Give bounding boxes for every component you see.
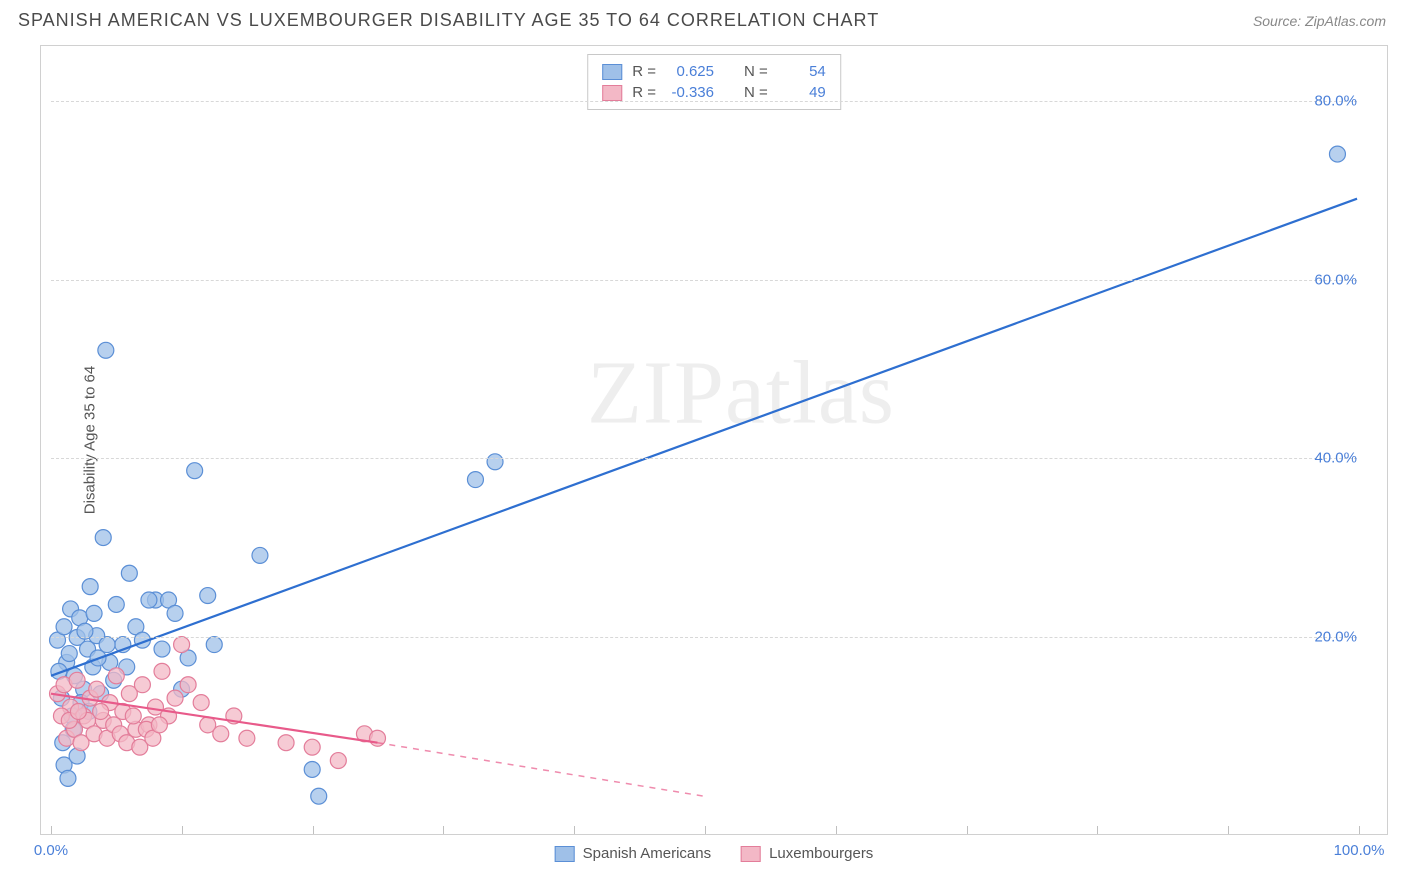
legend-item-series1: Spanish Americans — [555, 845, 711, 862]
data-point — [154, 641, 170, 657]
x-tick-label: 0.0% — [34, 842, 68, 859]
swatch-series2 — [602, 85, 622, 101]
y-tick-label: 80.0% — [1314, 92, 1357, 109]
series-legend: Spanish Americans Luxembourgers — [555, 845, 874, 862]
data-point — [487, 454, 503, 470]
r-label: R = — [632, 84, 656, 101]
data-point — [213, 726, 229, 742]
gridline — [51, 101, 1357, 102]
data-point — [304, 761, 320, 777]
data-point — [151, 717, 167, 733]
data-point — [82, 579, 98, 595]
x-tick — [1228, 826, 1229, 834]
legend-label-series1: Spanish Americans — [583, 845, 711, 862]
data-point — [167, 690, 183, 706]
n-label: N = — [744, 63, 768, 80]
data-point — [174, 637, 190, 653]
data-point — [467, 472, 483, 488]
r-value-series2: -0.336 — [666, 84, 714, 101]
data-point — [1329, 146, 1345, 162]
data-point — [56, 619, 72, 635]
data-point — [108, 596, 124, 612]
x-tick — [313, 826, 314, 834]
legend-item-series2: Luxembourgers — [741, 845, 873, 862]
data-point — [60, 770, 76, 786]
plot-svg — [41, 46, 1387, 834]
data-point — [86, 605, 102, 621]
data-point — [278, 735, 294, 751]
data-point — [99, 637, 115, 653]
data-point — [180, 677, 196, 693]
r-value-series1: 0.625 — [666, 63, 714, 80]
x-tick — [574, 826, 575, 834]
y-tick-label: 60.0% — [1314, 271, 1357, 288]
data-point — [69, 672, 85, 688]
data-point — [200, 588, 216, 604]
chart-title: SPANISH AMERICAN VS LUXEMBOURGER DISABIL… — [18, 10, 879, 31]
x-tick — [836, 826, 837, 834]
n-label: N = — [744, 84, 768, 101]
data-point — [98, 342, 114, 358]
data-point — [239, 730, 255, 746]
data-point — [187, 463, 203, 479]
legend-label-series2: Luxembourgers — [769, 845, 873, 862]
x-tick-label: 100.0% — [1334, 842, 1385, 859]
x-tick — [967, 826, 968, 834]
data-point — [154, 663, 170, 679]
swatch-series2-b — [741, 846, 761, 862]
chart-header: SPANISH AMERICAN VS LUXEMBOURGER DISABIL… — [0, 0, 1406, 41]
regression-line-dashed — [378, 743, 705, 797]
gridline — [51, 637, 1357, 638]
x-tick — [51, 826, 52, 834]
data-point — [95, 530, 111, 546]
data-point — [61, 646, 77, 662]
chart-source: Source: ZipAtlas.com — [1253, 13, 1386, 29]
data-point — [304, 739, 320, 755]
data-point — [330, 753, 346, 769]
chart-area: Disability Age 35 to 64 ZIPatlas R = 0.6… — [40, 45, 1388, 835]
data-point — [108, 668, 124, 684]
r-label: R = — [632, 63, 656, 80]
regression-line — [51, 199, 1357, 676]
x-tick — [182, 826, 183, 834]
swatch-series1-b — [555, 846, 575, 862]
n-value-series2: 49 — [778, 84, 826, 101]
gridline — [51, 280, 1357, 281]
data-point — [70, 704, 86, 720]
x-tick — [443, 826, 444, 834]
x-tick — [705, 826, 706, 834]
data-point — [93, 704, 109, 720]
legend-row-series1: R = 0.625 N = 54 — [602, 61, 826, 82]
y-tick-label: 40.0% — [1314, 450, 1357, 467]
data-point — [167, 605, 183, 621]
x-tick — [1097, 826, 1098, 834]
data-point — [311, 788, 327, 804]
data-point — [193, 695, 209, 711]
data-point — [206, 637, 222, 653]
n-value-series1: 54 — [778, 63, 826, 80]
data-point — [252, 547, 268, 563]
y-tick-label: 20.0% — [1314, 629, 1357, 646]
data-point — [125, 708, 141, 724]
gridline — [51, 458, 1357, 459]
data-point — [121, 565, 137, 581]
data-point — [141, 592, 157, 608]
x-tick — [1359, 826, 1360, 834]
data-point — [89, 681, 105, 697]
data-point — [134, 677, 150, 693]
swatch-series1 — [602, 64, 622, 80]
